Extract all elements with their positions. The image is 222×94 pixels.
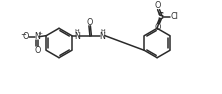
Text: O: O <box>34 46 41 55</box>
Text: Cl: Cl <box>171 12 179 21</box>
Text: S: S <box>158 12 164 21</box>
Text: N: N <box>74 32 80 41</box>
Text: N: N <box>34 32 40 41</box>
Text: O: O <box>155 23 161 32</box>
Text: H: H <box>100 29 105 34</box>
Text: −: − <box>20 32 26 38</box>
Text: N: N <box>100 32 106 41</box>
Text: O: O <box>87 18 93 27</box>
Text: O: O <box>22 32 29 41</box>
Text: +: + <box>38 31 43 36</box>
Text: H: H <box>75 29 79 34</box>
Text: O: O <box>155 1 161 10</box>
